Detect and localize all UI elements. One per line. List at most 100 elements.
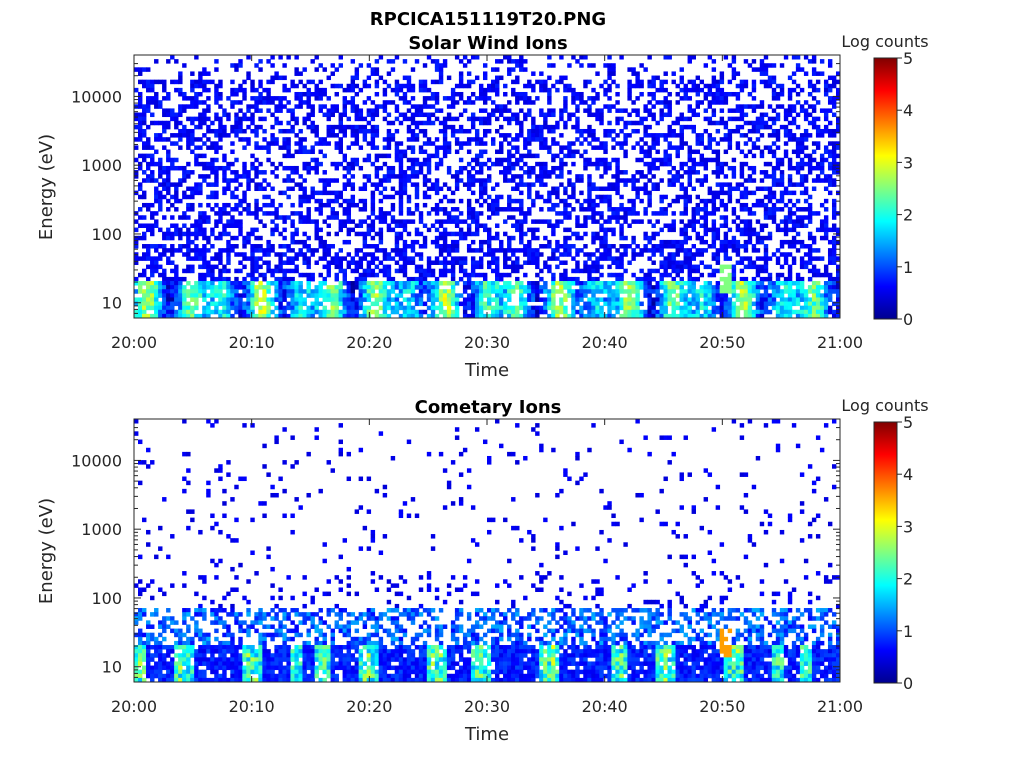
heatmap-cell — [326, 215, 331, 220]
heatmap-cell — [703, 207, 709, 212]
heatmap-cell — [434, 227, 440, 233]
heatmap-cell — [178, 145, 183, 150]
heatmap-cell — [627, 281, 632, 286]
heatmap-cell — [466, 285, 472, 290]
heatmap-cell — [711, 256, 717, 261]
heatmap-cell — [627, 223, 632, 228]
heatmap-cell — [410, 137, 416, 142]
heatmap-cell — [298, 174, 303, 179]
heatmap-cell — [470, 256, 476, 261]
heatmap-cell — [679, 137, 684, 142]
heatmap-cell — [422, 87, 428, 93]
heatmap-cell — [298, 79, 303, 85]
heatmap-cell — [406, 285, 412, 290]
heatmap-cell — [591, 63, 596, 68]
heatmap-cell — [242, 91, 247, 97]
heatmap-cell — [442, 211, 448, 216]
heatmap-cell — [571, 281, 576, 286]
heatmap-cell — [298, 211, 303, 216]
heatmap-cell — [663, 79, 668, 85]
heatmap-cell — [358, 207, 364, 212]
heatmap-cell — [262, 211, 267, 216]
heatmap-cell — [607, 194, 612, 200]
heatmap-cell — [711, 305, 717, 311]
heatmap-cell — [218, 268, 223, 274]
heatmap-cell — [555, 305, 560, 311]
heatmap-cell — [655, 289, 660, 294]
heatmap-cell — [446, 116, 452, 122]
heatmap-cell — [515, 281, 520, 286]
heatmap-cell — [334, 289, 339, 294]
heatmap-cell — [250, 178, 255, 183]
heatmap-cell — [442, 149, 448, 155]
heatmap-cell — [615, 83, 620, 89]
heatmap-cell — [434, 219, 440, 224]
heatmap-cell — [727, 128, 733, 134]
heatmap-cell — [583, 165, 588, 171]
heatmap-cell — [270, 297, 275, 302]
heatmap-cell — [418, 281, 424, 286]
heatmap-cell — [739, 227, 745, 233]
heatmap-cell — [270, 268, 275, 274]
heatmap-cell — [466, 83, 472, 89]
heatmap-cell — [635, 285, 640, 290]
heatmap-cell — [354, 157, 360, 163]
heatmap-cell — [430, 59, 436, 64]
heatmap-cell — [478, 244, 484, 249]
heatmap-cell — [747, 285, 753, 290]
heatmap-cell — [687, 198, 692, 204]
heatmap-cell — [595, 211, 600, 216]
heatmap-cell — [318, 161, 323, 167]
heatmap-cell — [370, 235, 376, 241]
heatmap-cell — [226, 96, 231, 101]
heatmap-cell — [583, 293, 588, 298]
heatmap-cell — [739, 161, 745, 167]
heatmap-cell — [206, 268, 211, 274]
heatmap-cell — [699, 100, 705, 105]
heatmap-cell — [142, 252, 147, 257]
heatmap-cell — [170, 248, 175, 253]
heatmap-cell — [731, 289, 737, 294]
heatmap-cell — [527, 141, 532, 146]
heatmap-cell — [607, 215, 612, 220]
heatmap-cell — [374, 145, 380, 150]
heatmap-cell — [591, 289, 596, 294]
heatmap-cell — [410, 244, 416, 249]
heatmap-cell — [266, 211, 271, 216]
heatmap-cell — [162, 145, 167, 150]
heatmap-cell — [406, 260, 412, 265]
heatmap-cell — [503, 55, 508, 60]
heatmap-cell — [458, 178, 464, 183]
heatmap-cell — [310, 272, 315, 278]
heatmap-cell — [667, 182, 672, 187]
heatmap-cell — [731, 235, 737, 241]
heatmap-cell — [198, 120, 203, 126]
heatmap-cell — [178, 244, 183, 249]
heatmap-cell — [711, 289, 717, 294]
heatmap-cell — [474, 157, 480, 163]
heatmap-cell — [495, 157, 500, 163]
heatmap-cell — [635, 141, 640, 146]
heatmap-cell — [623, 170, 628, 175]
heatmap-cell — [342, 309, 347, 315]
heatmap-cell — [414, 186, 420, 192]
heatmap-cell — [482, 305, 488, 311]
heatmap-cell — [246, 297, 251, 302]
heatmap-cell — [751, 141, 757, 146]
heatmap-cell — [551, 108, 556, 113]
heatmap-cell — [406, 128, 412, 134]
heatmap-cell — [250, 211, 255, 216]
heatmap-cell — [262, 293, 267, 298]
heatmap-cell — [527, 256, 532, 261]
heatmap-cell — [735, 124, 741, 130]
heatmap-cell — [458, 165, 464, 171]
heatmap-cell — [202, 305, 207, 311]
heatmap-cell — [551, 248, 556, 253]
heatmap-cell — [166, 248, 171, 253]
heatmap-cell — [178, 293, 183, 298]
heatmap-cell — [210, 256, 215, 261]
heatmap-cell — [499, 145, 504, 150]
heatmap-cell — [507, 293, 512, 298]
heatmap-cell — [731, 301, 737, 307]
heatmap-cell — [507, 120, 512, 126]
